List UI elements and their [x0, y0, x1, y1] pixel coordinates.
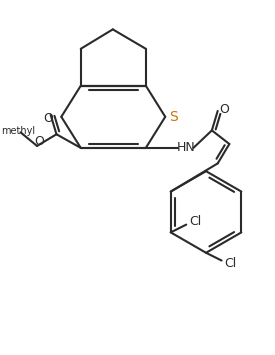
Text: S: S: [169, 110, 177, 124]
Text: methyl: methyl: [2, 126, 36, 136]
Text: HN: HN: [176, 141, 195, 154]
Text: O: O: [219, 103, 229, 115]
Text: O: O: [34, 135, 44, 148]
Text: Cl: Cl: [189, 215, 201, 228]
Text: O: O: [43, 112, 53, 125]
Text: Cl: Cl: [224, 257, 236, 270]
